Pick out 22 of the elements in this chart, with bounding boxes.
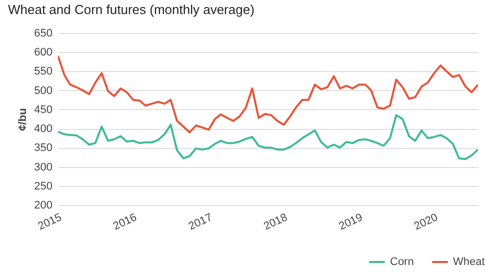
y-tick-label: 400 <box>34 123 52 136</box>
y-tick-label: 500 <box>34 84 52 97</box>
y-axis-title: ¢/bu <box>17 108 30 131</box>
x-tick-label: 2020 <box>412 212 440 233</box>
x-tick-label: 2016 <box>111 212 139 233</box>
y-tick-label: 300 <box>34 161 52 174</box>
x-tick-label: 2015 <box>36 212 64 233</box>
y-tick-label: 250 <box>34 180 52 192</box>
x-tick-label: 2019 <box>337 212 365 233</box>
y-tick-label: 450 <box>34 104 52 116</box>
y-tick-label: 350 <box>34 142 52 154</box>
y-tick-label: 650 <box>34 28 52 40</box>
line-series <box>58 114 478 160</box>
legend-label: Wheat <box>453 256 485 268</box>
x-tick-label: 2017 <box>186 212 214 233</box>
chart-title: Wheat and Corn futures (monthly average) <box>8 2 254 17</box>
x-tick-label: 2018 <box>262 212 290 233</box>
line-series <box>58 54 478 134</box>
y-tick-label: 200 <box>34 200 52 212</box>
legend-label: Corn <box>390 256 414 268</box>
y-tick-label: 550 <box>34 66 52 78</box>
y-tick-label: 600 <box>34 46 52 59</box>
